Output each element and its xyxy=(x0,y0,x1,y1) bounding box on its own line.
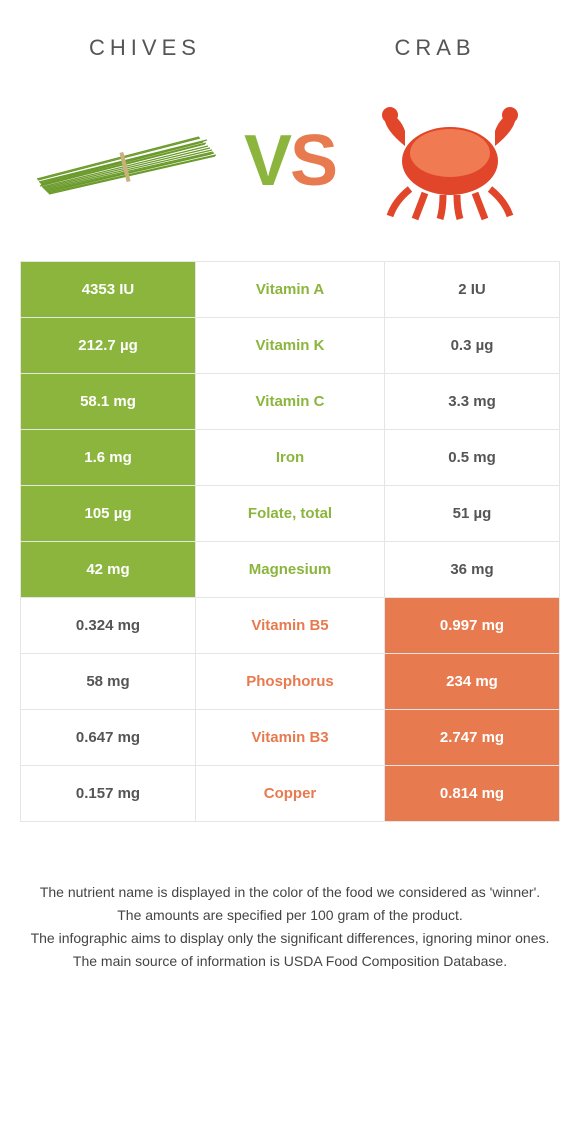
nutrient-table: 4353 IUVitamin A2 IU212.7 µgVitamin K0.3… xyxy=(20,261,560,822)
left-value: 58 mg xyxy=(21,654,196,709)
nutrient-name: Vitamin C xyxy=(196,374,384,429)
nutrient-name: Vitamin B3 xyxy=(196,710,384,765)
right-value: 36 mg xyxy=(384,542,559,597)
right-value: 0.814 mg xyxy=(384,766,559,821)
left-value: 105 µg xyxy=(21,486,196,541)
table-row: 105 µgFolate, total51 µg xyxy=(21,486,559,542)
nutrient-name: Phosphorus xyxy=(196,654,384,709)
right-value: 3.3 mg xyxy=(384,374,559,429)
nutrient-name: Vitamin A xyxy=(196,262,384,317)
left-value: 4353 IU xyxy=(21,262,196,317)
vs-s: S xyxy=(290,120,336,202)
left-value: 0.647 mg xyxy=(21,710,196,765)
hero: VS xyxy=(0,71,580,261)
right-value: 0.997 mg xyxy=(384,598,559,653)
table-row: 0.324 mgVitamin B50.997 mg xyxy=(21,598,559,654)
right-title: CRAB xyxy=(290,35,580,61)
note-line-3: The infographic aims to display only the… xyxy=(25,928,555,949)
nutrient-name: Copper xyxy=(196,766,384,821)
left-value: 58.1 mg xyxy=(21,374,196,429)
left-value: 0.324 mg xyxy=(21,598,196,653)
note-line-1: The nutrient name is displayed in the co… xyxy=(25,882,555,903)
chives-image xyxy=(35,101,225,221)
nutrient-name: Folate, total xyxy=(196,486,384,541)
right-value: 0.5 mg xyxy=(384,430,559,485)
header: CHIVES CRAB xyxy=(0,0,580,71)
table-row: 0.647 mgVitamin B32.747 mg xyxy=(21,710,559,766)
vs-label: VS xyxy=(244,120,336,202)
left-title: CHIVES xyxy=(0,35,290,61)
table-row: 58.1 mgVitamin C3.3 mg xyxy=(21,374,559,430)
table-row: 212.7 µgVitamin K0.3 µg xyxy=(21,318,559,374)
right-value: 51 µg xyxy=(384,486,559,541)
left-value: 1.6 mg xyxy=(21,430,196,485)
right-value: 0.3 µg xyxy=(384,318,559,373)
table-row: 1.6 mgIron0.5 mg xyxy=(21,430,559,486)
note-line-4: The main source of information is USDA F… xyxy=(25,951,555,972)
crab-image xyxy=(355,101,545,221)
right-value: 234 mg xyxy=(384,654,559,709)
table-row: 58 mgPhosphorus234 mg xyxy=(21,654,559,710)
table-row: 4353 IUVitamin A2 IU xyxy=(21,262,559,318)
nutrient-name: Magnesium xyxy=(196,542,384,597)
table-row: 0.157 mgCopper0.814 mg xyxy=(21,766,559,822)
notes: The nutrient name is displayed in the co… xyxy=(25,882,555,972)
right-value: 2 IU xyxy=(384,262,559,317)
left-value: 42 mg xyxy=(21,542,196,597)
right-value: 2.747 mg xyxy=(384,710,559,765)
left-value: 0.157 mg xyxy=(21,766,196,821)
nutrient-name: Vitamin B5 xyxy=(196,598,384,653)
left-value: 212.7 µg xyxy=(21,318,196,373)
nutrient-name: Iron xyxy=(196,430,384,485)
table-row: 42 mgMagnesium36 mg xyxy=(21,542,559,598)
vs-v: V xyxy=(244,120,290,202)
note-line-2: The amounts are specified per 100 gram o… xyxy=(25,905,555,926)
nutrient-name: Vitamin K xyxy=(196,318,384,373)
